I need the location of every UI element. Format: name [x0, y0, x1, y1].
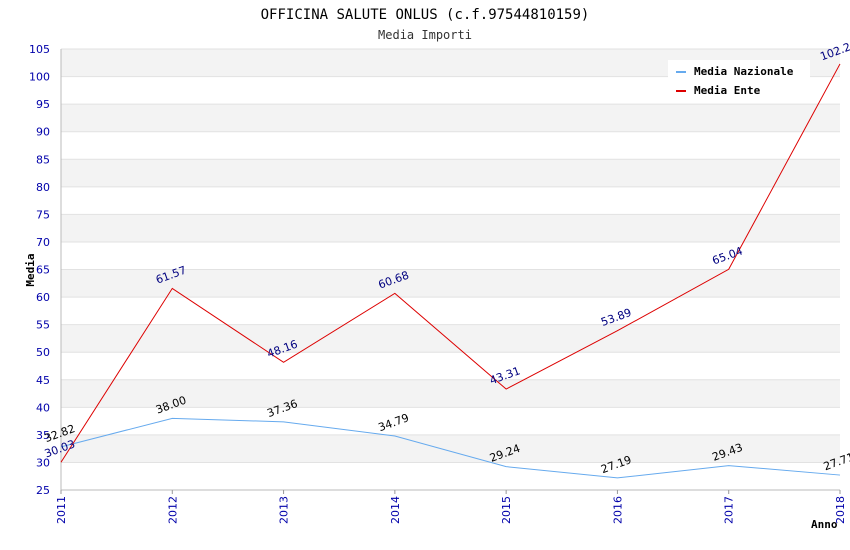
grid-band — [61, 186, 840, 215]
x-tick-label: 2016 — [611, 496, 624, 524]
series-line-media-nazionale — [60, 417, 841, 479]
y-tick-label: 80 — [36, 181, 50, 194]
grid-band — [61, 462, 840, 490]
y-tick-label: 65 — [36, 264, 50, 277]
y-tick-label: 60 — [36, 291, 50, 304]
y-tick-label: 75 — [36, 208, 50, 221]
grid-band — [61, 131, 840, 160]
grid-band — [61, 407, 840, 435]
y-tick-label: 70 — [36, 236, 50, 249]
x-tick-label: 2015 — [500, 496, 513, 524]
y-tick-label: 40 — [36, 401, 50, 414]
chart-title: OFFICINA SALUTE ONLUS (c.f.97544810159) — [261, 7, 590, 23]
grid-band — [61, 214, 840, 242]
x-tick-label: 2012 — [166, 496, 179, 524]
series-lines — [60, 63, 841, 479]
y-tick-label: 105 — [29, 43, 50, 56]
x-axis-label: Anno — [811, 518, 838, 531]
y-tick-label: 55 — [36, 319, 50, 332]
y-tick-label: 100 — [29, 71, 50, 84]
y-tick-label: 90 — [36, 126, 50, 139]
y-tick-label: 25 — [36, 484, 50, 497]
grid-band — [61, 297, 840, 325]
x-tick-label: 2011 — [55, 496, 68, 524]
y-axis-label: Media — [24, 253, 37, 286]
series-line-media-ente — [60, 63, 841, 463]
grid-band — [61, 324, 840, 353]
x-tick-label: 2017 — [723, 496, 736, 524]
legend-label-media-nazionale: Media Nazionale — [694, 65, 794, 78]
legend-label-media-ente: Media Ente — [694, 84, 761, 97]
y-tick-label: 35 — [36, 429, 50, 442]
legend: Media Nazionale Media Ente — [668, 60, 810, 102]
chart-subtitle: Media Importi — [378, 28, 472, 42]
x-tick-label: 2018 — [834, 496, 847, 524]
grid-band — [61, 159, 840, 187]
y-tick-label: 30 — [36, 456, 50, 469]
grid-band — [61, 352, 840, 380]
legend-box — [668, 60, 810, 102]
y-tick-label: 85 — [36, 153, 50, 166]
grid-lines — [61, 48, 840, 491]
grid-band — [61, 379, 840, 408]
grid-band — [61, 241, 840, 270]
grid-band — [61, 269, 840, 298]
y-tick-labels: 25 30 35 40 45 50 55 60 65 70 75 80 85 90 95 100 105 — [29, 43, 50, 497]
x-tick-labels: 2011 2012 2013 2014 2015 2016 2017 2018 — [55, 490, 847, 524]
x-tick-label: 2014 — [389, 496, 402, 524]
grid-band — [61, 104, 840, 132]
x-tick-label: 2013 — [278, 496, 291, 524]
y-tick-label: 45 — [36, 374, 50, 387]
y-tick-label: 95 — [36, 98, 50, 111]
grid-band — [61, 434, 840, 463]
y-tick-label: 50 — [36, 346, 50, 359]
